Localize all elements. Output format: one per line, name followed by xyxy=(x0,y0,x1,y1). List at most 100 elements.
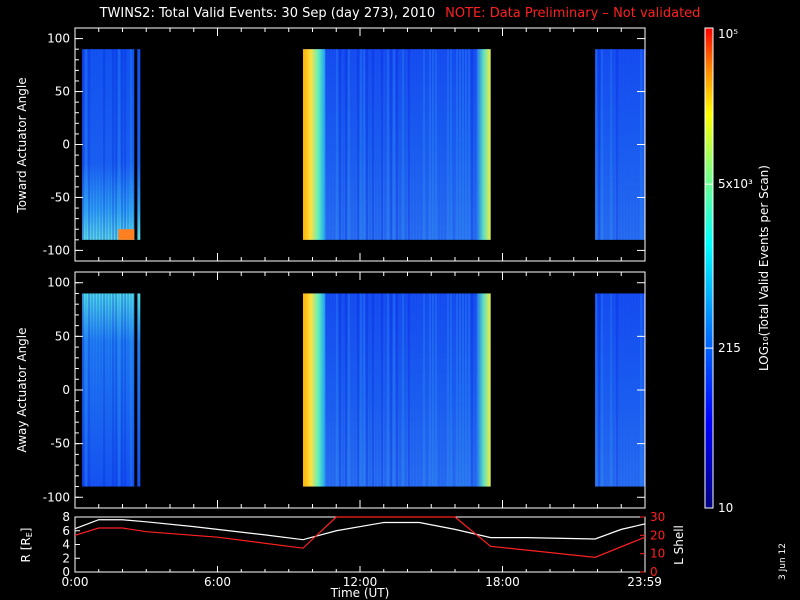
heatmap-streak xyxy=(375,293,377,487)
heatmap-streak xyxy=(333,49,335,240)
heatmap-streak xyxy=(402,49,404,240)
heatmap-streak xyxy=(357,293,359,487)
heatmap-streak xyxy=(396,49,398,240)
heatmap-streak xyxy=(112,293,115,487)
heatmap-streak xyxy=(106,49,109,240)
heatmap-streak xyxy=(133,49,136,240)
heatmap-streak xyxy=(100,293,103,487)
heatmap-streak xyxy=(130,293,133,487)
heatmap-streak xyxy=(435,293,437,487)
heatmap-streak xyxy=(441,293,443,487)
heatmap-streak xyxy=(345,49,347,240)
xtick-label: 6:00 xyxy=(204,575,231,589)
lshell-line xyxy=(74,516,646,558)
heatmap-gap xyxy=(134,293,138,487)
heatmap-streak xyxy=(414,49,416,240)
heatmap-streak xyxy=(127,49,130,240)
heatmap-streak xyxy=(342,293,344,487)
ytick-label: 4 xyxy=(62,538,70,552)
ytick-label: 2 xyxy=(62,551,70,565)
xticks-time: 0:00 6:00 12:00 18:00 23:59 xyxy=(62,566,662,589)
heatmap-streak xyxy=(616,49,619,240)
heatmap-streak xyxy=(97,293,100,487)
heatmap-streak xyxy=(88,49,91,240)
heatmap-streak xyxy=(432,293,434,487)
heatmap-streak xyxy=(363,293,365,487)
heatmap-streak xyxy=(432,49,434,240)
heatmap-streak xyxy=(351,49,353,240)
heatmap-streak xyxy=(336,293,338,487)
heatmap-streak xyxy=(631,293,634,487)
heatmap-streak xyxy=(348,293,350,487)
heatmap-streak xyxy=(616,293,619,487)
ytick-label: 100 xyxy=(47,32,70,46)
heatmap-streak xyxy=(115,49,118,240)
heatmap-streak xyxy=(369,49,371,240)
heatmap-streak xyxy=(127,293,130,487)
xtick-label: 0:00 xyxy=(62,575,89,589)
heatmap-blocks-toward xyxy=(82,49,645,240)
heatmap-streak xyxy=(426,49,428,240)
heatmap-streak xyxy=(465,49,467,240)
heatmap-streak xyxy=(447,49,449,240)
xtick-label: 23:59 xyxy=(627,575,662,589)
heatmap-streak xyxy=(345,293,347,487)
heatmap-streak xyxy=(450,49,452,240)
heatmap-streak xyxy=(619,293,622,487)
heatmap-streak xyxy=(118,293,121,487)
heatmap-streak xyxy=(417,293,419,487)
heatmap-streak xyxy=(384,49,386,240)
ytick-label: 50 xyxy=(55,329,70,343)
heatmap-streak xyxy=(396,293,398,487)
heatmap-streak xyxy=(429,49,431,240)
heatmap-streak xyxy=(613,293,616,487)
heatmap-streak xyxy=(109,293,112,487)
panel-toward: 100 50 0 -50 -100 Toward Actuator Angle xyxy=(15,27,646,262)
heatmap-streak xyxy=(601,49,604,240)
heatmap-streak xyxy=(393,49,395,240)
heatmap-streak xyxy=(435,49,437,240)
heatmap-streak xyxy=(106,293,109,487)
heatmap-streak xyxy=(468,293,470,487)
heatmap-streak xyxy=(366,49,368,240)
heatmap-streak xyxy=(124,49,127,240)
heatmap-streak xyxy=(88,293,91,487)
colorbar-tick-label: 10⁵ xyxy=(718,27,738,41)
heatmap-streak xyxy=(369,293,371,487)
heatmap-streak xyxy=(121,49,124,240)
xtick-label: 12:00 xyxy=(343,575,378,589)
heatmap-streak xyxy=(625,49,628,240)
heatmap-streak xyxy=(610,293,613,487)
ytick-label: -50 xyxy=(50,437,70,451)
heatmap-streak xyxy=(115,293,118,487)
heatmap-streak xyxy=(348,49,350,240)
heatmap-streak xyxy=(82,293,85,487)
ylabel-r: R [RE] xyxy=(19,528,34,563)
heatmap-streak xyxy=(124,293,127,487)
heatmap-streak xyxy=(438,293,440,487)
heatmap-streak xyxy=(417,49,419,240)
heatmap-streak xyxy=(423,293,425,487)
panel-away: 100 50 0 -50 -100 Away Actuator Angle xyxy=(15,271,646,509)
heatmap-streak xyxy=(441,49,443,240)
ytick-label: 10 xyxy=(650,547,665,561)
heatmap-streak xyxy=(118,49,121,240)
ytick-label: 30 xyxy=(650,510,665,524)
heatmap-streak xyxy=(372,293,374,487)
heatmap-streak xyxy=(121,293,124,487)
heatmap-streak xyxy=(429,293,431,487)
heatmap-blocks-away xyxy=(82,293,645,487)
heatmap-streak xyxy=(607,293,610,487)
preliminary-note: NOTE: Data Preliminary – Not validated xyxy=(445,6,701,21)
heatmap-streak xyxy=(327,293,329,487)
yticks-away: 100 50 0 -50 -100 xyxy=(43,272,646,508)
xtick-label: 18:00 xyxy=(485,575,520,589)
heatmap-streak xyxy=(94,293,97,487)
heatmap-streak xyxy=(390,293,392,487)
heatmap-streak xyxy=(411,49,413,240)
heatmap-streak xyxy=(381,293,383,487)
heatmap-streak xyxy=(354,293,356,487)
heatmap-streak xyxy=(426,293,428,487)
heatmap-streak xyxy=(474,293,476,487)
heatmap-streak xyxy=(393,293,395,487)
